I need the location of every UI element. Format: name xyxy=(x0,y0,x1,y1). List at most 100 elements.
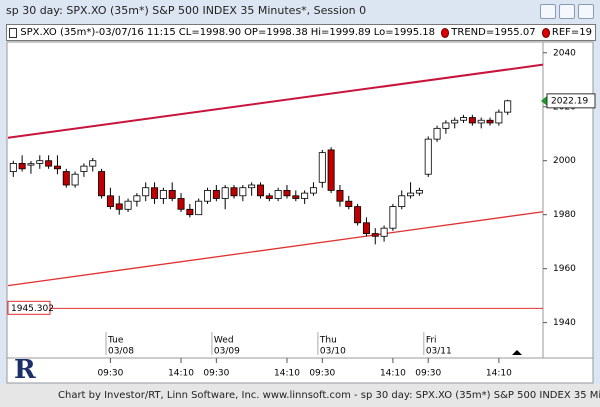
candle-body xyxy=(133,195,141,202)
x-tick-label: 09:30 xyxy=(415,369,441,379)
candle-body xyxy=(345,200,353,207)
date-label: 03/09 xyxy=(214,347,240,357)
x-tick-label: 09:30 xyxy=(97,369,123,379)
y-tick-label: 2040 xyxy=(553,48,576,58)
candle-body xyxy=(106,195,114,207)
trendline xyxy=(7,211,544,287)
info-trend: TREND=1955.07 xyxy=(451,27,536,38)
candle-body xyxy=(292,195,300,199)
candle-body xyxy=(230,187,238,197)
candle-body xyxy=(468,117,476,124)
candle-body xyxy=(389,206,397,229)
candle-body xyxy=(195,200,203,216)
x-tick-label: 14:10 xyxy=(486,369,512,379)
day-label: Thu xyxy=(319,336,337,346)
info-open: OP=1998.38 xyxy=(244,27,308,38)
last-price-marker xyxy=(541,95,547,106)
candle-body xyxy=(80,165,88,172)
candle-body xyxy=(415,190,423,194)
close-button[interactable] xyxy=(578,4,594,19)
logo: R xyxy=(14,355,36,385)
candle-body xyxy=(398,195,406,207)
chart: 19401960198020002020204009:3014:1009:301… xyxy=(6,41,596,384)
day-label: Tue xyxy=(107,336,124,346)
ref-marker xyxy=(541,27,550,38)
y-tick-label: 1980 xyxy=(553,210,576,220)
info-high: Hi=1999.89 xyxy=(310,27,371,38)
candle-body xyxy=(407,192,415,197)
chart-background xyxy=(6,41,594,384)
candle-body xyxy=(221,187,229,199)
candle-body xyxy=(62,171,70,186)
candle-body xyxy=(451,119,459,124)
candle-body xyxy=(168,190,176,199)
candle-body xyxy=(362,222,370,234)
trend-marker xyxy=(440,27,450,38)
candle-body xyxy=(257,184,264,197)
candle-body xyxy=(265,195,273,199)
date-label: 03/08 xyxy=(108,347,134,357)
window-title: sp 30 day: SPX.XO (35m*) S&P 500 INDEX 3… xyxy=(6,4,367,17)
candle-body xyxy=(274,190,282,199)
last-price-label: 2022.19 xyxy=(551,96,588,106)
x-tick-label: 14:10 xyxy=(168,369,194,379)
title-bar: sp 30 day: SPX.XO (35m*) S&P 500 INDEX 3… xyxy=(0,0,600,22)
info-symbol: SPX.XO (35m*)-03/07/16 11:15 xyxy=(20,27,176,38)
date-label: 03/10 xyxy=(320,347,346,357)
x-tick-label: 09:30 xyxy=(203,369,229,379)
candle-body xyxy=(27,163,35,166)
day-label: Wed xyxy=(214,336,234,346)
x-tick-label: 14:10 xyxy=(380,369,406,379)
candle-body xyxy=(327,149,335,191)
candle-body xyxy=(248,184,256,189)
info-ref: REF=19 xyxy=(551,27,592,38)
candle-body xyxy=(354,206,362,224)
candle-body xyxy=(301,192,309,199)
candle-body xyxy=(477,119,485,124)
checkbox[interactable] xyxy=(9,27,18,38)
candle-body xyxy=(424,138,432,175)
trendline xyxy=(7,63,544,139)
candle-body xyxy=(89,160,97,167)
candle-body xyxy=(177,198,185,210)
candle-body xyxy=(53,165,61,170)
candle-body xyxy=(239,187,247,197)
scroll-marker xyxy=(512,350,522,355)
candle-body xyxy=(283,190,291,197)
candle-body xyxy=(124,200,132,210)
date-label: 03/11 xyxy=(426,347,452,357)
info-bar: SPX.XO (35m*)-03/07/16 11:15 CL=1998.90 … xyxy=(6,24,596,41)
candle-body xyxy=(380,227,388,237)
candle-body xyxy=(45,160,53,167)
candle-body xyxy=(371,233,379,237)
y-tick-label: 2000 xyxy=(553,156,576,166)
y-tick-label: 1960 xyxy=(553,264,576,274)
minimize-button[interactable] xyxy=(540,4,556,19)
candle-body xyxy=(433,127,441,140)
candle-body xyxy=(151,187,159,199)
candle-body xyxy=(212,190,220,199)
day-label: Fri xyxy=(426,336,437,346)
x-tick-label: 14:10 xyxy=(274,369,300,379)
candle-body xyxy=(98,171,106,197)
candle-body xyxy=(115,203,123,210)
candle-body xyxy=(18,163,26,170)
info-close: CL=1998.90 xyxy=(178,27,242,38)
x-tick-label: 09:30 xyxy=(309,369,335,379)
candle-body xyxy=(460,117,468,121)
candle-body xyxy=(309,187,317,194)
candle-body xyxy=(504,100,512,113)
footer-bar: Chart by Investor/RT, Linn Software, Inc… xyxy=(0,384,600,407)
window-buttons xyxy=(540,4,594,19)
candle-body xyxy=(142,187,150,197)
candle-body xyxy=(318,152,326,183)
maximize-button[interactable] xyxy=(559,4,575,19)
candle-body xyxy=(36,160,44,164)
candle-body xyxy=(495,111,503,124)
candle-body xyxy=(71,173,79,186)
candle-body xyxy=(336,190,344,202)
candle-body xyxy=(186,208,194,216)
y-tick-label: 1940 xyxy=(553,318,576,328)
candle-body xyxy=(159,190,167,199)
